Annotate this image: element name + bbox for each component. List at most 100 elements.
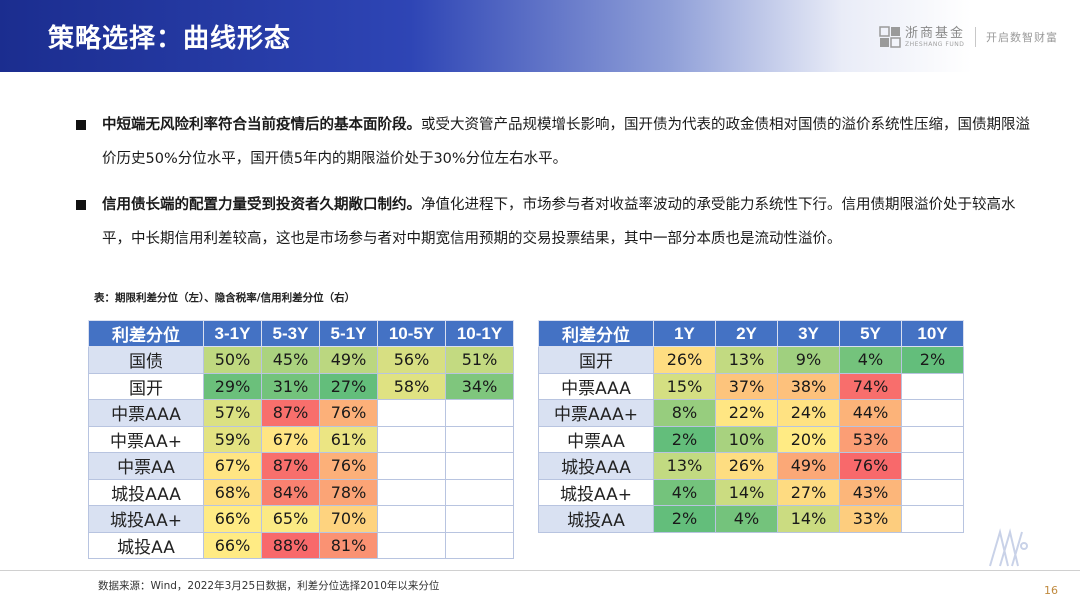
row-label: 城投AA+ <box>88 505 204 533</box>
percentile-cell: 50% <box>203 346 262 374</box>
empty-cell <box>377 399 446 427</box>
zheshang-logo-icon <box>879 26 901 48</box>
row-label: 国债 <box>88 346 204 374</box>
bullet-body: 净值化进程下，市场参与者对收益率波动的承受能力系统性下行。信用债期限溢价处于较高… <box>102 197 1016 247</box>
empty-cell <box>445 478 514 506</box>
percentile-cell: 2% <box>653 425 716 453</box>
percentile-cell: 59% <box>203 425 262 453</box>
percentile-cell: 15% <box>653 372 716 400</box>
brand-slogan: 开启数智财富 <box>986 31 1058 44</box>
percentile-cell: 88% <box>261 531 320 559</box>
row-label: 中票AAA+ <box>538 399 654 427</box>
data-source-note: 数据来源：Wind，2022年3月25日数据，利差分位选择2010年以来分位 <box>98 580 440 592</box>
empty-cell <box>901 478 964 506</box>
bullet-list: 中短端无风险利率符合当前疫情后的基本面阶段。或受大资管产品规模增长影响，国开债为… <box>72 108 1042 256</box>
percentile-cell: 10% <box>715 425 778 453</box>
column-header: 3Y <box>777 320 840 347</box>
percentile-cell: 74% <box>839 372 902 400</box>
row-label: 城投AA+ <box>538 478 654 506</box>
table-header-row: 利差分位 3-1Y 5-3Y 5-1Y 10-5Y 10-1Y <box>88 320 514 347</box>
empty-cell <box>901 372 964 400</box>
row-label: 中票AA+ <box>88 425 204 453</box>
empty-cell <box>445 452 514 480</box>
percentile-cell: 24% <box>777 399 840 427</box>
row-label: 城投AA <box>88 531 204 559</box>
percentile-cell: 67% <box>261 425 320 453</box>
row-label: 城投AAA <box>88 478 204 506</box>
table-row: 国债 50% 45% 49% 56% 51% <box>88 346 514 374</box>
brand-block: 浙商基金 ZHESHANG FUND 开启数智财富 <box>879 22 1058 52</box>
percentile-cell: 13% <box>653 452 716 480</box>
percentile-cell: 43% <box>839 478 902 506</box>
percentile-cell: 27% <box>777 478 840 506</box>
percentile-cell: 37% <box>715 372 778 400</box>
row-label: 城投AA <box>538 505 654 533</box>
percentile-cell: 65% <box>261 505 320 533</box>
percentile-cell: 70% <box>319 505 378 533</box>
page-number: 16 <box>1044 584 1058 597</box>
brand-name: 浙商基金 <box>904 25 965 41</box>
empty-cell <box>445 505 514 533</box>
table-row: 城投AA 2% 4% 14% 33% <box>538 505 964 533</box>
column-header-label: 利差分位 <box>88 320 204 347</box>
percentile-cell: 26% <box>715 452 778 480</box>
row-label: 中票AAA <box>538 372 654 400</box>
table-row: 中票AA 67% 87% 76% <box>88 452 514 480</box>
empty-cell <box>901 425 964 453</box>
percentile-cell: 29% <box>203 372 262 400</box>
column-header: 1Y <box>653 320 716 347</box>
table-caption: 表：期限利差分位（左）、隐含税率/信用利差分位（右） <box>94 292 356 304</box>
bullet-body: 或受大资管产品规模增长影响，国开债为代表的政金债相对国债的溢价系统性压缩，国债期… <box>102 117 1030 167</box>
column-header: 10-1Y <box>445 320 514 347</box>
percentile-cell: 87% <box>261 452 320 480</box>
percentile-cell: 14% <box>777 505 840 533</box>
table-row: 城投AA+ 4% 14% 27% 43% <box>538 478 964 506</box>
empty-cell <box>901 505 964 533</box>
table-header-row: 利差分位 1Y 2Y 3Y 5Y 10Y <box>538 320 964 347</box>
percentile-cell: 2% <box>653 505 716 533</box>
credit-spread-percentile-table: 利差分位 1Y 2Y 3Y 5Y 10Y 国开 26% 13% 9% 4% 2% 中票AAA 15% 37… <box>538 320 964 533</box>
percentile-cell: 49% <box>319 346 378 374</box>
bullet-lead: 信用债长端的配置力量受到投资者久期敞口制约。 <box>102 197 421 213</box>
percentile-cell: 49% <box>777 452 840 480</box>
percentile-cell: 31% <box>261 372 320 400</box>
column-header: 10-5Y <box>377 320 446 347</box>
percentile-cell: 66% <box>203 505 262 533</box>
percentile-cell: 33% <box>839 505 902 533</box>
title-bar: 策略选择：曲线形态 浙商基金 ZHESHANG FUND 开启数智财富 <box>0 0 1080 72</box>
decorative-logo-icon <box>989 528 1028 567</box>
percentile-cell: 68% <box>203 478 262 506</box>
empty-cell <box>901 452 964 480</box>
table-row: 城投AAA 13% 26% 49% 76% <box>538 452 964 480</box>
empty-cell <box>445 531 514 559</box>
bullet-lead: 中短端无风险利率符合当前疫情后的基本面阶段。 <box>102 117 421 133</box>
empty-cell <box>445 399 514 427</box>
brand-english-name: ZHESHANG FUND <box>904 40 965 48</box>
bullet-item-1: 中短端无风险利率符合当前疫情后的基本面阶段。或受大资管产品规模增长影响，国开债为… <box>72 108 1042 176</box>
percentile-cell: 4% <box>653 478 716 506</box>
percentile-cell: 22% <box>715 399 778 427</box>
percentile-cell: 58% <box>377 372 446 400</box>
percentile-cell: 26% <box>653 346 716 374</box>
percentile-cell: 84% <box>261 478 320 506</box>
empty-cell <box>377 531 446 559</box>
bullet-item-2: 信用债长端的配置力量受到投资者久期敞口制约。净值化进程下，市场参与者对收益率波动… <box>72 188 1042 256</box>
percentile-cell: 38% <box>777 372 840 400</box>
table-row: 国开 26% 13% 9% 4% 2% <box>538 346 964 374</box>
empty-cell <box>377 425 446 453</box>
column-header: 5Y <box>839 320 902 347</box>
percentile-cell: 76% <box>319 452 378 480</box>
column-header: 5-3Y <box>261 320 320 347</box>
percentile-cell: 61% <box>319 425 378 453</box>
row-label: 城投AAA <box>538 452 654 480</box>
empty-cell <box>377 478 446 506</box>
empty-cell <box>901 399 964 427</box>
empty-cell <box>377 452 446 480</box>
percentile-cell: 34% <box>445 372 514 400</box>
page-title: 策略选择：曲线形态 <box>48 24 292 54</box>
column-header: 3-1Y <box>203 320 262 347</box>
percentile-cell: 87% <box>261 399 320 427</box>
percentile-cell: 9% <box>777 346 840 374</box>
percentile-cell: 14% <box>715 478 778 506</box>
bullet-square-icon <box>76 200 86 210</box>
